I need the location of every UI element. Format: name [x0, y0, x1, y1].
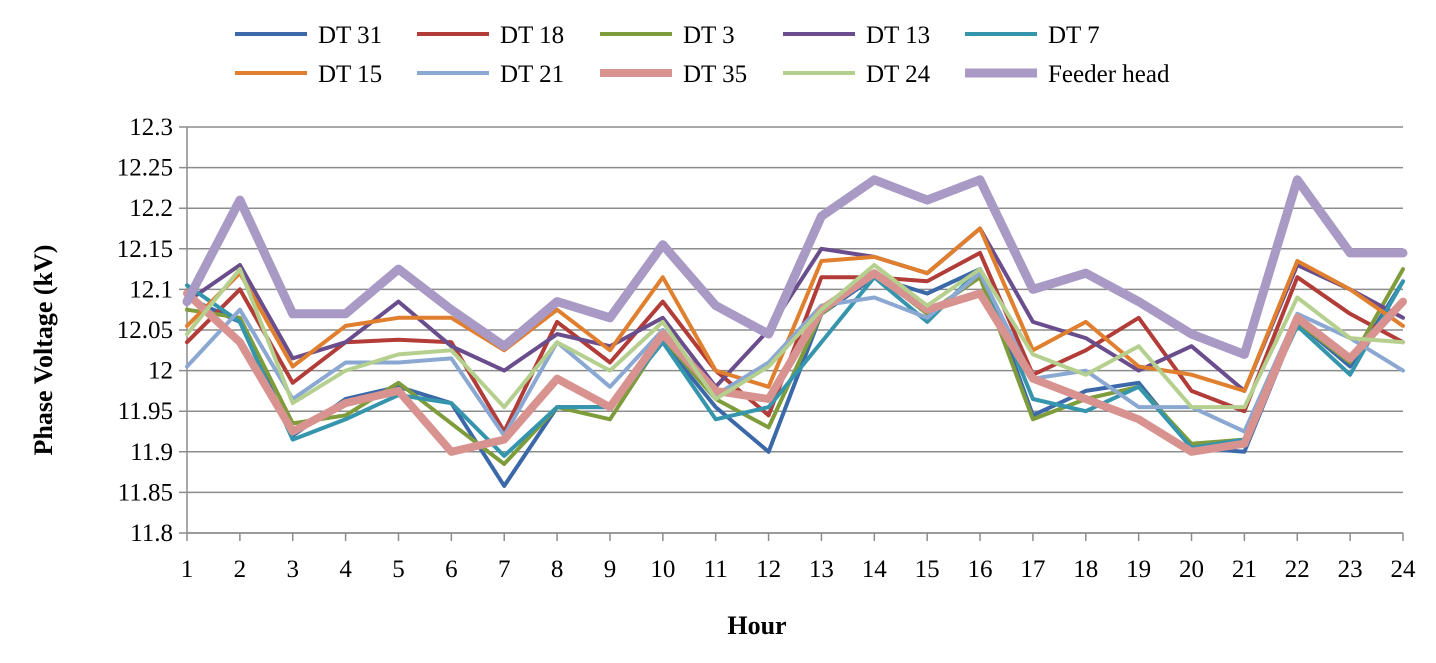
axes: 11.811.8511.911.951212.0512.112.1512.212…	[117, 114, 1416, 583]
y-tick-label: 11.95	[118, 398, 173, 425]
x-tick-label: 13	[809, 556, 834, 583]
series-line-dt-7	[185, 267, 1405, 458]
x-axis-title: Hour	[727, 611, 786, 640]
legend-label: Feeder head	[1048, 61, 1170, 88]
x-tick-label: 19	[1126, 556, 1151, 583]
legend-item-dt-35: DT 35	[600, 61, 747, 88]
legend-item-dt-24: DT 24	[783, 61, 931, 88]
series-line-dt-21	[185, 271, 1405, 438]
legend-item-dt-31: DT 31	[235, 22, 382, 49]
x-tick-label: 22	[1285, 556, 1310, 583]
x-tick-label: 3	[286, 556, 299, 583]
legend-item-dt-21: DT 21	[417, 61, 564, 88]
series-line-dt-18	[185, 250, 1405, 434]
x-tick-label: 2	[234, 556, 247, 583]
x-tick-label: 6	[445, 556, 458, 583]
y-tick-label: 12.3	[129, 114, 173, 141]
x-tick-label: 10	[650, 556, 675, 583]
x-tick-label: 20	[1179, 556, 1204, 583]
y-tick-label: 12.2	[129, 195, 173, 222]
legend-label: DT 18	[500, 22, 564, 49]
x-tick-label: 17	[1020, 556, 1045, 583]
y-tick-label: 11.9	[130, 439, 173, 466]
legend-item-dt-13: DT 13	[783, 22, 930, 49]
x-tick-label: 1	[181, 556, 194, 583]
x-tick-label: 18	[1073, 556, 1098, 583]
legend-item-dt-3: DT 3	[600, 22, 735, 49]
legend-label: DT 7	[1048, 22, 1100, 49]
x-tick-label: 7	[498, 556, 511, 583]
x-tick-label: 24	[1391, 556, 1417, 583]
legend-item-dt-7: DT 7	[965, 22, 1100, 49]
legend-label: DT 15	[318, 61, 382, 88]
x-tick-label: 11	[704, 556, 728, 583]
data-series	[182, 175, 1408, 488]
x-tick-label: 21	[1232, 556, 1257, 583]
y-tick-label: 12.15	[117, 236, 173, 263]
x-tick-label: 14	[862, 556, 888, 583]
series-line-dt-3	[185, 267, 1405, 466]
series-line-dt-13	[185, 226, 1405, 393]
x-tick-label: 12	[756, 556, 781, 583]
legend-item-dt-15: DT 15	[235, 61, 382, 88]
legend-label: DT 31	[318, 22, 382, 49]
y-tick-label: 12	[148, 358, 173, 385]
legend-label: DT 35	[683, 61, 747, 88]
x-tick-label: 15	[915, 556, 940, 583]
x-tick-label: 9	[604, 556, 617, 583]
legend: DT 31 DT 18 DT 3 DT 13 DT 7 DT 15 DT 21 DT 35 DT…	[235, 22, 1170, 88]
legend-item-dt-18: DT 18	[417, 22, 564, 49]
y-tick-label: 12.05	[117, 317, 173, 344]
legend-label: DT 24	[866, 61, 931, 88]
x-tick-label: 8	[551, 556, 564, 583]
y-axis-title: Phase Voltage (kV)	[29, 245, 58, 456]
series-line-dt-24	[185, 263, 1405, 410]
series-line-dt-15	[185, 226, 1405, 393]
y-tick-label: 11.8	[130, 520, 173, 547]
x-tick-label: 16	[968, 556, 993, 583]
x-tick-label: 4	[339, 556, 352, 583]
x-tick-label: 5	[392, 556, 405, 583]
y-tick-label: 12.25	[117, 155, 173, 182]
y-tick-label: 11.85	[118, 479, 173, 506]
legend-label: DT 13	[866, 22, 930, 49]
x-tick-label: 23	[1338, 556, 1363, 583]
legend-label: DT 3	[683, 22, 735, 49]
legend-label: DT 21	[500, 61, 564, 88]
series-line-dt-35	[183, 269, 1407, 456]
series-line-feeder-head	[182, 175, 1408, 359]
y-tick-label: 12.1	[129, 276, 173, 303]
legend-item-feeder-head: Feeder head	[965, 61, 1170, 88]
